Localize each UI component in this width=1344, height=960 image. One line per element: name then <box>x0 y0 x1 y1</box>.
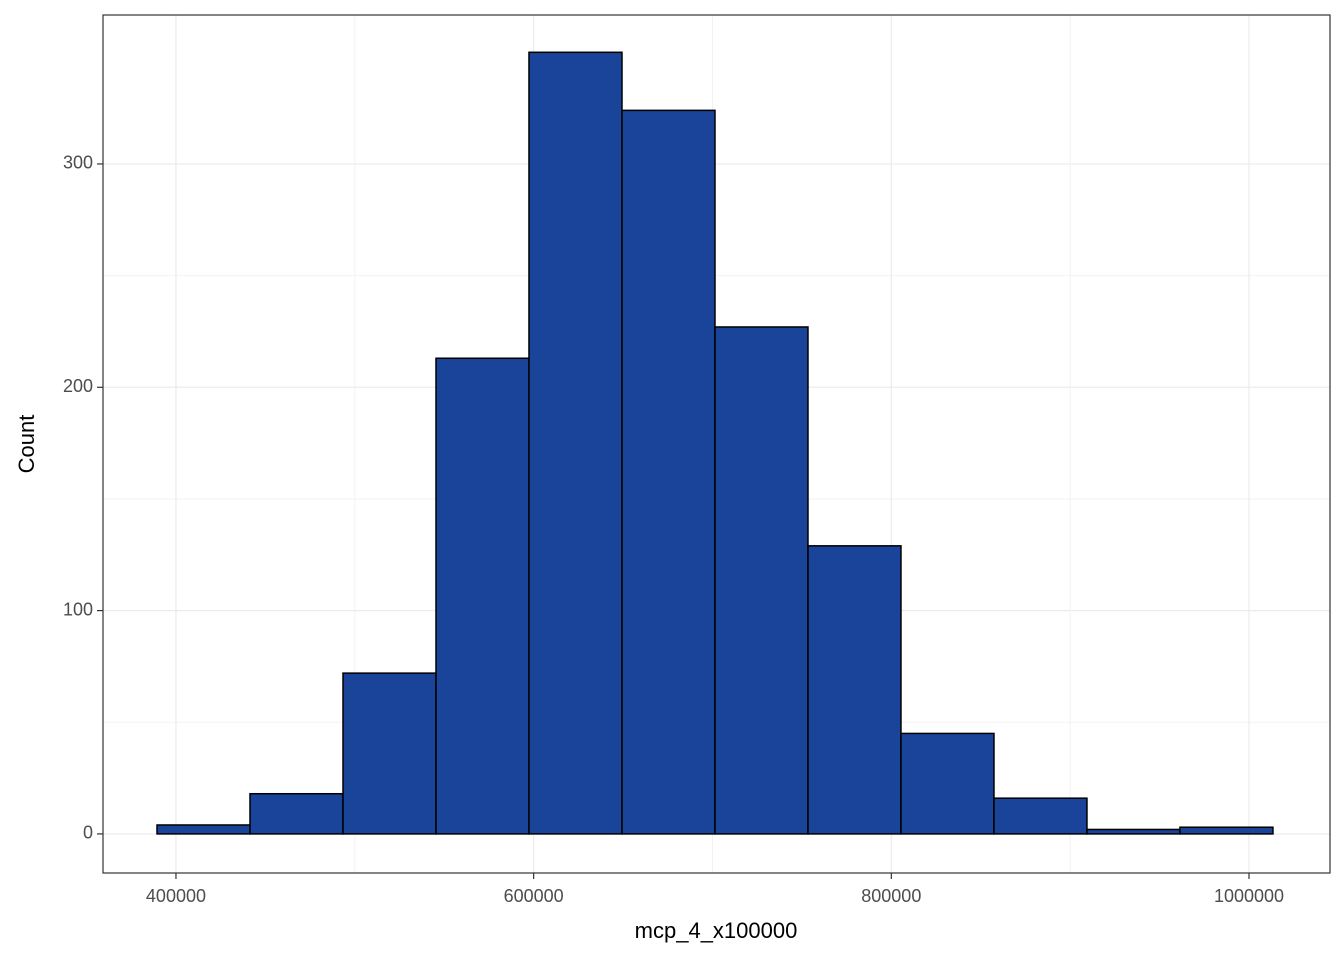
bar <box>807 545 902 835</box>
bar <box>342 672 437 835</box>
y-tick-label: 200 <box>63 376 93 396</box>
bars <box>156 51 1274 835</box>
x-tick-label: 400000 <box>146 886 206 906</box>
y-axis-title: Count <box>14 415 39 474</box>
bar <box>435 357 530 835</box>
y-tick-label: 300 <box>63 153 93 173</box>
x-tick-label: 600000 <box>504 886 564 906</box>
bar <box>1179 826 1274 835</box>
bar <box>528 51 623 835</box>
x-tick-label: 800000 <box>861 886 921 906</box>
bar <box>621 109 716 835</box>
x-tick-label: 1000000 <box>1214 886 1284 906</box>
bar <box>1086 828 1181 835</box>
y-tick-label: 0 <box>83 823 93 843</box>
y-tick-label: 100 <box>63 599 93 619</box>
bar <box>714 326 809 835</box>
bar <box>993 797 1088 835</box>
bar <box>900 732 995 835</box>
bar <box>249 792 344 835</box>
bar <box>156 824 251 835</box>
panel-border <box>102 14 1331 874</box>
x-axis-title: mcp_4_x100000 <box>635 918 798 943</box>
